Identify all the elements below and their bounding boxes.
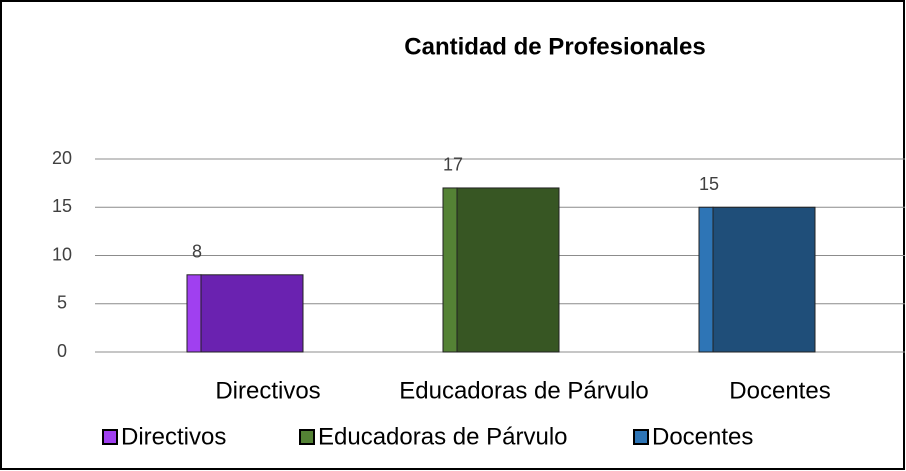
x-tick-label: Directivos bbox=[215, 377, 320, 404]
chart-title: Cantidad de Profesionales bbox=[404, 33, 705, 60]
data-label: 17 bbox=[443, 155, 463, 175]
bar-side bbox=[442, 187, 458, 353]
x-tick-label: Educadoras de Párvulo bbox=[399, 377, 649, 404]
data-label: 15 bbox=[699, 174, 719, 194]
legend-label: Educadoras de Párvulo bbox=[318, 423, 568, 450]
bar-side bbox=[698, 206, 714, 353]
y-tick-label: 15 bbox=[52, 196, 72, 216]
y-tick-label: 0 bbox=[57, 341, 67, 361]
y-tick-label: 5 bbox=[57, 293, 67, 313]
legend-label: Directivos bbox=[121, 423, 226, 450]
bar bbox=[200, 274, 304, 353]
data-label: 8 bbox=[192, 242, 202, 262]
y-tick-label: 10 bbox=[52, 244, 72, 264]
y-tick-label: 20 bbox=[52, 148, 72, 168]
bar-side bbox=[186, 274, 202, 353]
legend-label: Docentes bbox=[652, 423, 753, 450]
x-tick-label: Docentes bbox=[729, 377, 830, 404]
bar bbox=[456, 187, 560, 353]
bar bbox=[712, 206, 816, 353]
legend-marker bbox=[102, 429, 118, 445]
legend-marker bbox=[633, 429, 649, 445]
legend-marker bbox=[299, 429, 315, 445]
